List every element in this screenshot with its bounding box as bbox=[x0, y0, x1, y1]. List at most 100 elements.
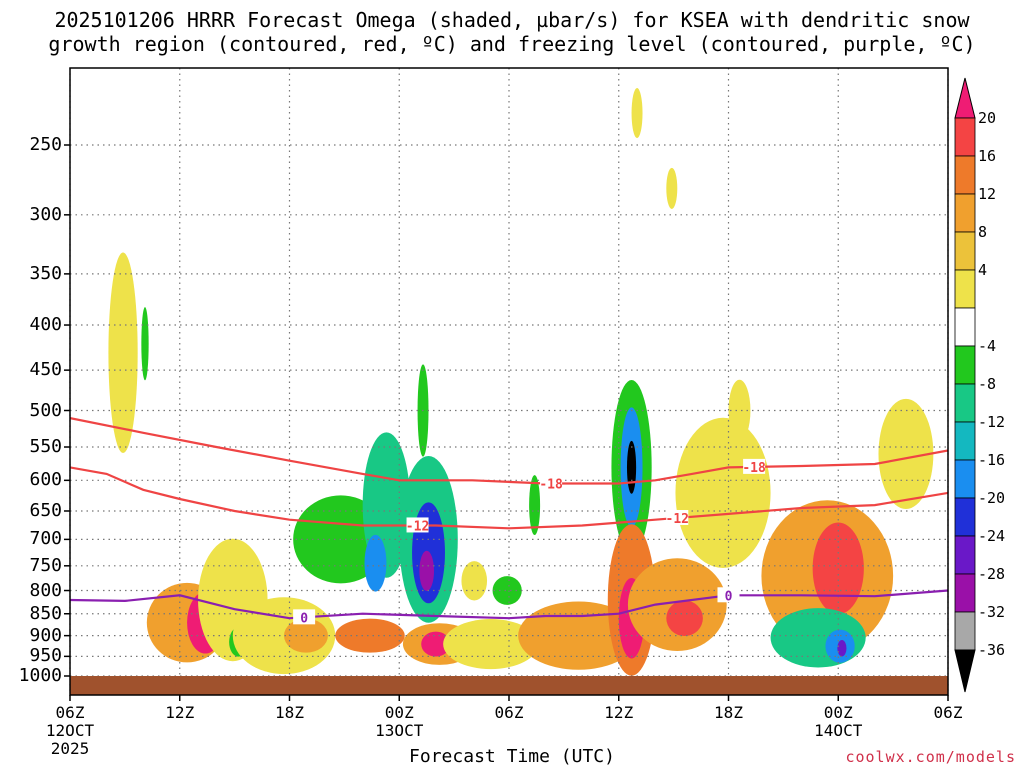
colorbar-label-2: 12 bbox=[978, 185, 997, 203]
omega-cell-0 bbox=[108, 252, 138, 453]
y-tick-label-950: 950 bbox=[29, 645, 62, 667]
omega-cell-22 bbox=[529, 475, 541, 536]
x-date-label-1: 13OCT bbox=[375, 721, 424, 740]
omega-cell-32 bbox=[675, 417, 771, 568]
colorbar-label-7: -12 bbox=[978, 413, 1006, 431]
dendritic-top-label-bg-0 bbox=[540, 475, 563, 491]
colorbar-label-13: -36 bbox=[978, 641, 1006, 659]
freezing-level-label-bg-0 bbox=[293, 609, 316, 625]
colorbar-label-3: 8 bbox=[978, 223, 988, 241]
colorbar-label-1: 16 bbox=[978, 147, 997, 165]
y-tick-label-250: 250 bbox=[29, 134, 62, 155]
x-tick-label-1: 12Z bbox=[165, 703, 195, 722]
dendritic-bottom-label-bg-1 bbox=[666, 510, 689, 526]
colorbar-swatch-3 bbox=[954, 231, 976, 271]
y-tick-label-300: 300 bbox=[29, 203, 62, 225]
colorbar-swatch-12 bbox=[954, 573, 976, 613]
dendritic-top-contour bbox=[70, 417, 948, 485]
x-tick-label-2: 18Z bbox=[275, 703, 304, 722]
omega-cell-14 bbox=[419, 550, 435, 592]
y-tick-label-700: 700 bbox=[29, 528, 62, 550]
colorbar-label-9: -20 bbox=[978, 489, 1006, 507]
colorbar-label-8: -16 bbox=[978, 451, 1006, 469]
x-tick-label-3: 00Z bbox=[384, 703, 414, 722]
omega-cell-28 bbox=[631, 88, 643, 139]
colorbar-label-10: -24 bbox=[978, 527, 1006, 545]
omega-cell-33 bbox=[728, 379, 751, 442]
y-tick-label-450: 450 bbox=[29, 359, 62, 381]
y-tick-label-800: 800 bbox=[29, 579, 62, 601]
dendritic-top-label-0: -18 bbox=[539, 478, 563, 493]
site-credit[interactable]: coolwx.com/models bbox=[845, 748, 1016, 766]
colorbar-label-11: -28 bbox=[978, 565, 1006, 583]
y-tick-label-900: 900 bbox=[29, 624, 62, 646]
colorbar-label-4: 4 bbox=[978, 261, 988, 279]
omega-cell-17 bbox=[421, 631, 451, 657]
omega-cell-7 bbox=[284, 618, 328, 653]
y-tick-label-600: 600 bbox=[29, 469, 62, 491]
x-tick-label-7: 00Z bbox=[823, 703, 853, 722]
dendritic-bottom-label-0: -12 bbox=[406, 519, 429, 534]
omega-cell-8 bbox=[335, 618, 405, 653]
colorbar-label-6: -8 bbox=[978, 375, 997, 393]
x-tick-label-6: 18Z bbox=[714, 703, 743, 722]
dendritic-bottom-label-1: -12 bbox=[666, 512, 689, 527]
temperature-contours: -18 -18 -12 -12 0 0 bbox=[70, 417, 948, 626]
omega-cell-31 bbox=[666, 600, 703, 637]
dendritic-bottom-contour bbox=[70, 466, 948, 530]
colorbar-label-5: -4 bbox=[978, 337, 997, 355]
freezing-level-label-1: 0 bbox=[725, 589, 733, 604]
colorbar-swatch-2 bbox=[954, 193, 976, 233]
colorbar-bottom-arrow bbox=[954, 649, 976, 693]
ground-bar bbox=[70, 676, 948, 695]
colorbar-swatch-1 bbox=[954, 155, 976, 195]
x-tick-label-8: 06Z bbox=[933, 703, 963, 722]
colorbar-swatch-13 bbox=[954, 611, 976, 651]
y-tick-label-400: 400 bbox=[29, 314, 62, 336]
colorbar-swatch-7 bbox=[954, 383, 976, 423]
y-tick-label-650: 650 bbox=[29, 499, 62, 521]
colorbar bbox=[954, 77, 976, 693]
y-tick-label-500: 500 bbox=[29, 399, 62, 421]
dendritic-top-label-bg-1 bbox=[743, 458, 766, 474]
omega-cell-25 bbox=[626, 440, 637, 494]
x-date-label-2: 14OCT bbox=[814, 721, 863, 740]
colorbar-swatch-8 bbox=[954, 421, 976, 461]
x-date-group-0: 12OCT 2025 bbox=[46, 722, 94, 758]
omega-cell-38 bbox=[837, 639, 847, 657]
omega-cell-35 bbox=[812, 522, 864, 615]
colorbar-swatch-5 bbox=[954, 307, 976, 347]
y-tick-label-750: 750 bbox=[29, 554, 62, 576]
dendritic-bottom-label-bg-0 bbox=[406, 517, 429, 533]
colorbar-swatch-0 bbox=[954, 117, 976, 157]
x-date-group-1: 13OCT bbox=[375, 722, 423, 740]
plot-frame bbox=[69, 67, 949, 696]
freezing-level-contour bbox=[70, 589, 948, 620]
freezing-level-label-bg-1 bbox=[717, 587, 740, 603]
chart-title-line-1: 2025101206 HRRR Forecast Omega (shaded, … bbox=[54, 8, 970, 32]
x-date-label-0: 12OCT bbox=[45, 721, 95, 740]
colorbar-label-0: 20 bbox=[978, 109, 997, 127]
omega-cell-1 bbox=[141, 307, 149, 381]
x-axis-title: Forecast Time (UTC) bbox=[409, 746, 615, 767]
freezing-level-label-0: 0 bbox=[300, 611, 308, 626]
y-tick-label-550: 550 bbox=[29, 436, 62, 457]
colorbar-swatch-6 bbox=[954, 345, 976, 385]
colorbar-swatch-11 bbox=[954, 535, 976, 575]
omega-cell-18 bbox=[461, 561, 488, 601]
x-year-label-0: 2025 bbox=[50, 739, 90, 758]
omega-shading bbox=[108, 88, 934, 676]
colorbar-swatch-9 bbox=[954, 459, 976, 499]
y-tick-label-1000: 1000 bbox=[18, 665, 62, 686]
y-tick-label-350: 350 bbox=[29, 262, 62, 284]
colorbar-swatch-10 bbox=[954, 497, 976, 537]
chart-title-line-2: growth region (contoured, red, ºC) and f… bbox=[48, 32, 976, 56]
x-tick-label-4: 06Z bbox=[494, 703, 524, 722]
x-tick-label-0: 06Z bbox=[55, 703, 85, 722]
dendritic-top-label-1: -18 bbox=[742, 461, 766, 476]
colorbar-top-arrow bbox=[954, 77, 976, 119]
x-tick-label-5: 12Z bbox=[604, 703, 634, 722]
omega-cell-29 bbox=[666, 167, 678, 209]
x-date-group-2: 14OCT bbox=[814, 722, 862, 740]
omega-cell-11 bbox=[364, 534, 387, 592]
